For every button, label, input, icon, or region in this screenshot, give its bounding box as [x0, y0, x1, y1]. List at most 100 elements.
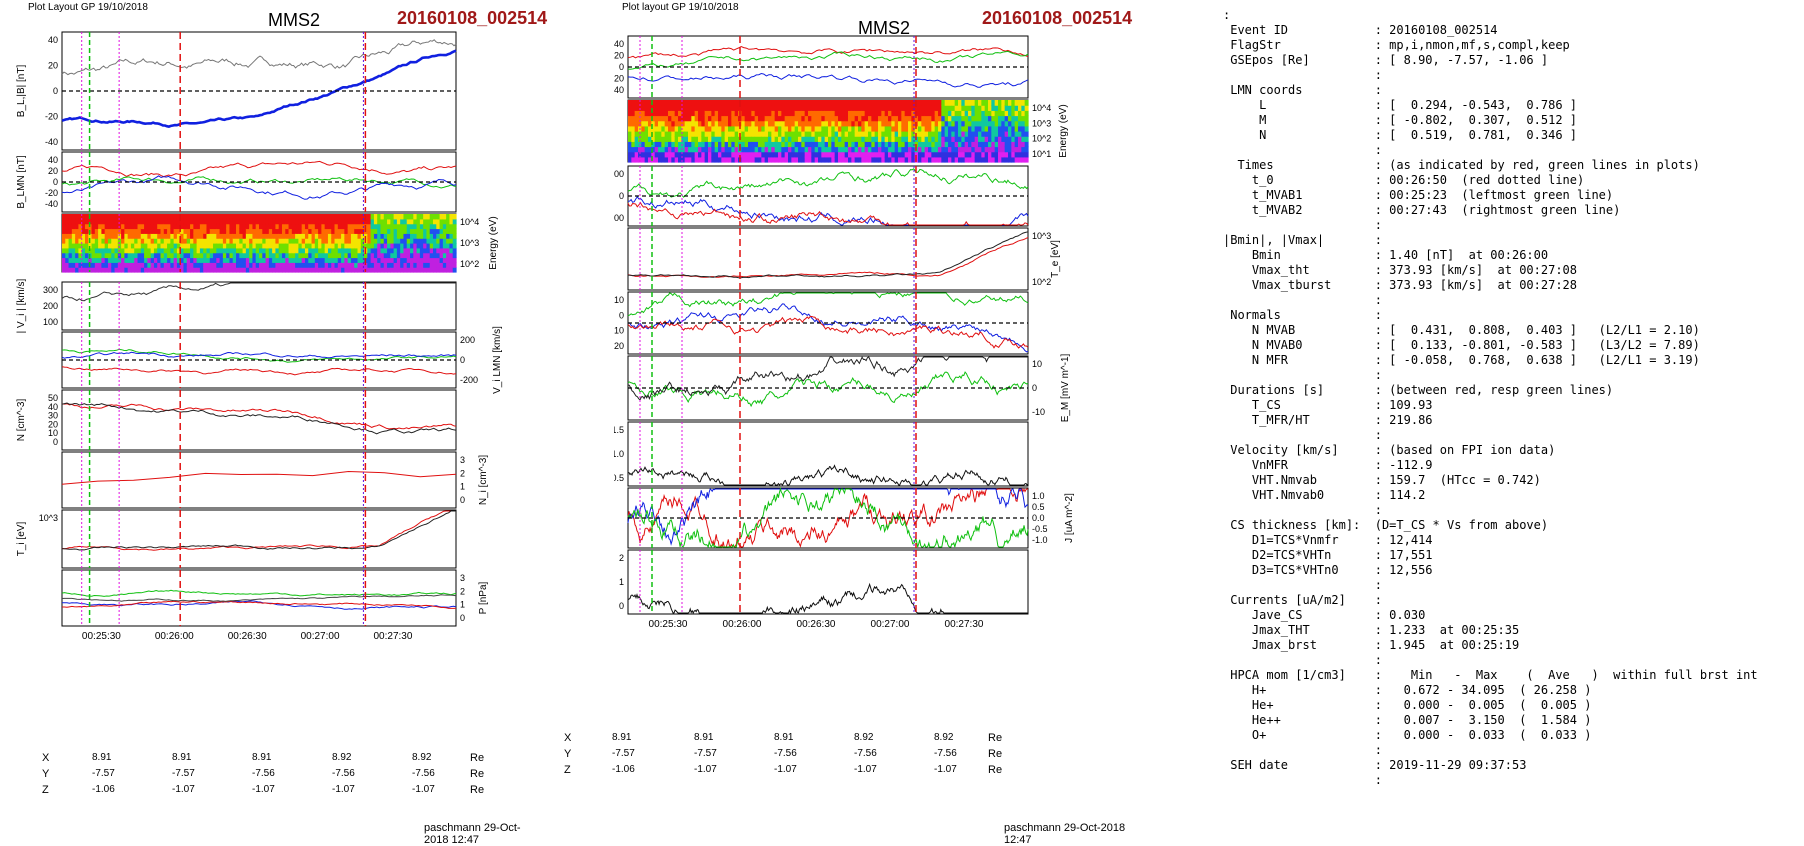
- spectrogram-cell: [390, 218, 395, 225]
- spectrogram-cell: [774, 146, 779, 153]
- spectrogram-cell: [426, 223, 431, 230]
- y-axis-label: B_LMN [nT]: [16, 155, 27, 209]
- info-line: :: [1223, 293, 1382, 307]
- spectrogram-cell: [259, 267, 263, 273]
- spectrogram-cell: [242, 262, 247, 268]
- spectrogram-cell: [62, 233, 66, 239]
- spectrogram-cell: [821, 105, 826, 111]
- spectrogram-cell: [944, 105, 949, 111]
- spectrogram-cell: [804, 100, 809, 106]
- spectrogram-cell: [891, 146, 896, 153]
- spectrogram-cell: [360, 238, 365, 244]
- spectrogram-cell: [196, 238, 201, 244]
- spectrogram-cell: [84, 233, 89, 239]
- spectrogram-cell: [931, 105, 936, 111]
- spectrogram-cell: [711, 115, 716, 122]
- spectrogram-cell: [285, 247, 290, 254]
- spectrogram-cell: [222, 223, 227, 230]
- spectrogram-cell: [442, 214, 447, 220]
- spectrogram-cell: [104, 262, 109, 268]
- spectrogram-cell: [71, 233, 76, 239]
- spectrogram-cell: [648, 110, 652, 117]
- spectrogram-cell: [864, 136, 869, 142]
- spectrogram-cell: [791, 100, 796, 106]
- spectrogram-cell: [255, 257, 260, 263]
- spectrogram-cell: [436, 243, 441, 249]
- spectrogram-cell: [764, 125, 769, 132]
- spectrogram-cell: [924, 110, 929, 117]
- spectrogram-cell: [854, 131, 859, 137]
- spectrogram-cell: [754, 120, 759, 127]
- spectrogram-cell: [764, 156, 769, 163]
- spectrogram-cell: [838, 156, 842, 163]
- spectrogram-cell: [160, 247, 165, 254]
- spectrogram-cell: [961, 141, 966, 148]
- spectrogram-cell: [140, 238, 145, 244]
- spectrogram-cell: [442, 252, 447, 259]
- info-line: t_MVAB1 : 00:25:23 (leftmost green line): [1223, 188, 1614, 202]
- spectrogram-cell: [433, 214, 437, 220]
- spectrogram-cell: [183, 247, 188, 254]
- spectrogram-cell: [304, 238, 309, 244]
- spectrogram-cell: [988, 131, 992, 137]
- spectrogram-cell: [881, 100, 886, 106]
- spectrogram-cell: [321, 223, 326, 230]
- spectrogram-cell: [804, 120, 809, 127]
- spectrogram-cell: [206, 267, 211, 273]
- spectrogram-cell: [661, 141, 666, 148]
- spectrogram-cell: [881, 110, 886, 117]
- spectrogram-cell: [978, 141, 982, 148]
- spectrogram-cell: [764, 146, 769, 153]
- spectrogram-cell: [288, 223, 293, 230]
- spectrogram-cell: [144, 262, 148, 268]
- spectrogram-cell: [236, 233, 240, 239]
- spectrogram-cell: [908, 151, 912, 158]
- spectrogram-cell: [758, 115, 762, 122]
- spectrogram-cell: [153, 228, 158, 234]
- spectrogram-cell: [958, 120, 962, 127]
- spectrogram-cell: [658, 100, 662, 106]
- spectrogram-cell: [242, 214, 247, 220]
- spectrogram-cell: [731, 105, 736, 111]
- spectrogram-cell: [1014, 105, 1019, 111]
- y-tick-label: -200: [460, 375, 478, 385]
- spectrogram-cell: [364, 252, 368, 259]
- spectrogram-cell: [429, 228, 434, 234]
- spectrogram-cell: [974, 105, 979, 111]
- spectrogram-cell: [714, 156, 719, 163]
- spectrogram-cell: [768, 110, 772, 117]
- spectrogram-cell: [698, 110, 702, 117]
- spectrogram-cell: [403, 233, 408, 239]
- orbit-row-label: Y: [42, 768, 50, 780]
- spectrogram-cell: [111, 214, 116, 220]
- spectrogram-cell: [658, 105, 662, 111]
- spectrogram-cell: [1018, 136, 1022, 142]
- spectrogram-cell: [644, 105, 649, 111]
- spectrogram-cell: [958, 125, 962, 132]
- spectrogram-cell: [433, 262, 437, 268]
- spectrogram-cell: [1018, 156, 1022, 163]
- spectrogram-cell: [176, 238, 181, 244]
- spectrogram-cell: [838, 136, 842, 142]
- spectrogram-cell: [107, 252, 112, 259]
- spectrogram-cell: [721, 110, 726, 117]
- spectrogram-cell: [308, 238, 313, 244]
- spectrogram-cell: [701, 151, 706, 158]
- spectrogram-cell: [285, 228, 290, 234]
- spectrogram-cell: [1011, 120, 1016, 127]
- spectrogram-cell: [180, 218, 185, 225]
- spectrogram-cell: [213, 262, 217, 268]
- spectrogram-cell: [841, 136, 846, 142]
- spectrogram-cell: [104, 214, 109, 220]
- spectrogram-cell: [678, 120, 682, 127]
- spectrogram-cell: [984, 156, 989, 163]
- spectrogram-cell: [78, 262, 83, 268]
- series-line: [627, 316, 1029, 349]
- spectrogram-cell: [791, 146, 796, 153]
- info-line: L : [ 0.294, -0.543, 0.786 ]: [1223, 98, 1578, 112]
- spectrogram-cell: [944, 151, 949, 158]
- spectrogram-cell: [714, 115, 719, 122]
- spectrogram-cell: [861, 110, 866, 117]
- spectrogram-cell: [144, 233, 148, 239]
- spectrogram-cell: [94, 223, 99, 230]
